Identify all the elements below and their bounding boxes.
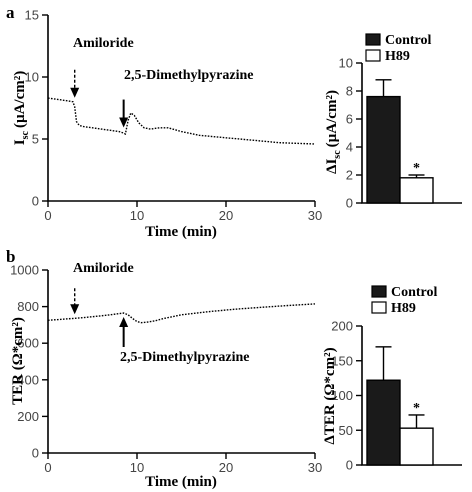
y-tick-label: 200 — [331, 319, 353, 334]
dmp-label: 2,5-Dimethylpyrazine — [120, 350, 249, 365]
y-tick-label: 400 — [17, 372, 39, 387]
y-tick-label: 200 — [17, 409, 39, 424]
y-tick-label: 8 — [346, 84, 353, 99]
y-axis-label: Isc (µA/cm²) — [12, 71, 31, 145]
x-axis-label: Time (min) — [145, 224, 217, 240]
y-tick-label: 6 — [346, 112, 353, 127]
dmp-arrow — [119, 99, 129, 128]
y-tick-label: 1000 — [10, 263, 39, 278]
isc-trace-line — [47, 97, 316, 145]
y-tick-label: 2 — [346, 168, 353, 183]
panel-letter-a: a — [6, 3, 15, 22]
x-tick-label: 30 — [308, 208, 322, 223]
y-tick-label: 0 — [32, 194, 39, 209]
x-tick-label: 10 — [130, 208, 144, 223]
amiloride-label: Amiloride — [73, 261, 134, 276]
y-tick-label: 4 — [346, 140, 353, 155]
y-axis-label-unit: (µA/cm²) — [324, 90, 340, 147]
y-tick-label: 50 — [339, 423, 353, 438]
ter-trace-line — [47, 303, 316, 324]
legend-swatch — [365, 33, 381, 46]
y-tick-label: 0 — [346, 458, 353, 473]
x-tick-label: 10 — [130, 460, 144, 475]
amiloride-arrow — [70, 288, 80, 315]
x-tick-label: 0 — [44, 208, 51, 223]
x-tick-label: 0 — [44, 460, 51, 475]
y-axis-label: ΔTER (Ω*cm²) — [322, 347, 338, 444]
y-axis-label-sub: sc — [332, 150, 343, 159]
y-tick-label: 100 — [331, 388, 353, 403]
y-tick-label: 15 — [25, 8, 39, 23]
y-tick-label: 0 — [32, 446, 39, 461]
y-axis-label: ΔIsc (µA/cm²) — [324, 90, 343, 174]
legend-swatch — [365, 49, 381, 62]
dmp-arrow — [119, 317, 129, 348]
bar-h89 — [399, 177, 434, 204]
chart-a-trace: 0 5 10 15 0 10 20 30 Amiloride 2,5-Dimethylpyraz… — [12, 8, 322, 241]
dmp-label: 2,5-Dimethylpyrazine — [124, 68, 253, 83]
y-axis-label-main: I — [12, 139, 28, 145]
significance-marker: * — [413, 161, 420, 176]
x-axis-label: Time (min) — [145, 474, 217, 490]
y-tick-label: 800 — [17, 299, 39, 314]
legend-swatch — [371, 301, 387, 314]
y-axis-label-sub: sc — [20, 131, 31, 140]
amiloride-arrow — [70, 69, 80, 98]
y-tick-label: 10 — [339, 56, 353, 71]
x-tick-label: 30 — [308, 460, 322, 475]
legend-label-h89: H89 — [391, 301, 416, 316]
bar-control — [366, 95, 401, 204]
y-tick-label: 600 — [17, 336, 39, 351]
y-axis-label: TER (Ω*cm²) — [10, 317, 26, 405]
y-axis-label-prefix: ΔI — [324, 159, 340, 174]
legend-label-control: Control — [385, 33, 432, 48]
legend-swatch — [371, 285, 387, 298]
bar-control — [366, 379, 401, 466]
y-tick-label: 150 — [331, 353, 353, 368]
legend-label-h89: H89 — [385, 49, 410, 64]
y-tick-label: 5 — [32, 132, 39, 147]
significance-marker: * — [413, 401, 420, 416]
y-tick-label: 10 — [25, 70, 39, 85]
x-tick-label: 20 — [219, 460, 233, 475]
panel-letter-b: b — [6, 247, 15, 266]
y-axis-label-unit: (µA/cm²) — [12, 71, 28, 128]
legend-label-control: Control — [391, 285, 438, 300]
bar-h89 — [399, 427, 434, 466]
y-tick-label: 0 — [346, 196, 353, 211]
x-tick-label: 20 — [219, 208, 233, 223]
chart-b-trace: 0 200 400 600 800 1000 0 10 20 30 Amiloride 2,5-Di… — [10, 261, 322, 490]
amiloride-label: Amiloride — [73, 36, 134, 51]
